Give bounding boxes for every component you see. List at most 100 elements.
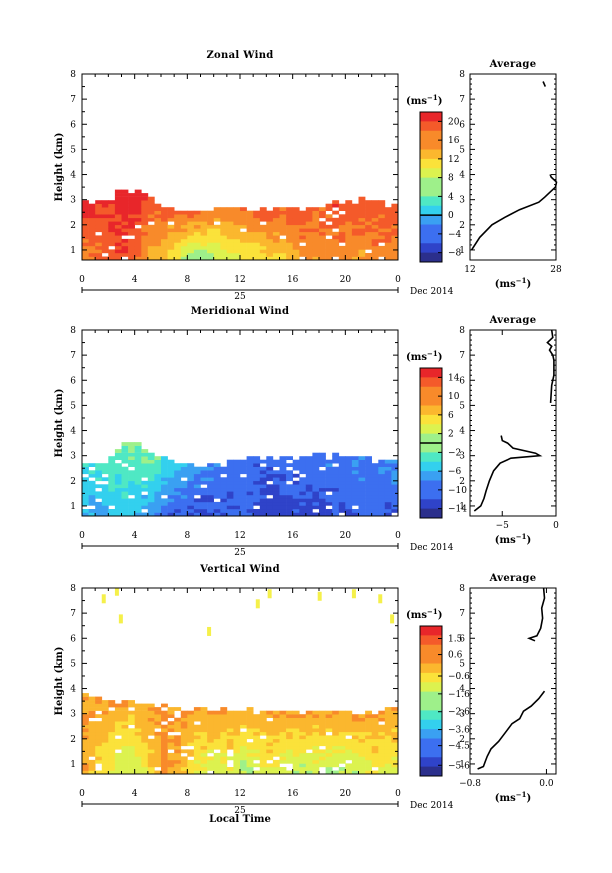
heatmap-cell: [128, 470, 135, 475]
heatmap-cell: [286, 238, 293, 243]
heatmap-cell: [325, 207, 333, 211]
heatmap-cell: [226, 738, 234, 743]
heatmap-cell: [305, 256, 313, 260]
colorbar-band: [420, 747, 442, 758]
heatmap-cell: [312, 498, 320, 503]
heatmap-cell: [272, 749, 280, 754]
y-tick-label: 5: [70, 145, 76, 155]
y-tick-label: 6: [70, 120, 76, 130]
heatmap-cell: [246, 710, 254, 715]
heatmap-cell: [319, 470, 326, 475]
heatmap-cell: [121, 456, 129, 460]
heatmap-cell: [154, 228, 162, 233]
heatmap-cell: [161, 703, 168, 708]
colorbar-tick-label: 0: [448, 211, 454, 221]
heatmap-cell: [128, 509, 135, 513]
heatmap-cell: [108, 221, 116, 226]
heatmap-cell: [88, 249, 96, 254]
date-label: Dec 2014: [410, 543, 454, 553]
heatmap-cell: [325, 738, 333, 743]
heatmap-cell: [325, 231, 333, 236]
heatmap-cell: [128, 456, 135, 460]
heatmap-cell: [286, 714, 293, 718]
heatmap-cell: [101, 491, 109, 496]
x-tick-label: 8: [184, 275, 190, 285]
heatmap-cell: [378, 710, 386, 715]
heatmap-cell: [147, 480, 155, 485]
heatmap-cell: [213, 245, 221, 250]
heatmap-cell: [180, 728, 188, 733]
heatmap-cell: [240, 767, 247, 771]
heatmap-cell: [128, 491, 135, 496]
heatmap-cell: [193, 480, 201, 485]
heatmap-cell: [378, 728, 386, 733]
heatmap-cell: [286, 256, 293, 260]
heatmap-cell: [378, 763, 386, 768]
heatmap-cell: [332, 245, 340, 250]
heatmap-cell: [246, 242, 254, 247]
heatmap-cell: [187, 480, 195, 485]
heatmap-cell: [207, 224, 214, 229]
heatmap-cell: [332, 749, 340, 754]
heatmap-cell: [332, 484, 340, 489]
x-tick-label: 12: [234, 531, 245, 541]
heatmap-cell: [299, 491, 307, 496]
heatmap-cell: [134, 242, 142, 247]
heatmap-cell: [358, 253, 366, 257]
heatmap-cell: [365, 256, 372, 260]
heatmap-cell: [305, 487, 313, 492]
heatmap-cell: [259, 745, 267, 750]
heatmap-cell: [351, 221, 359, 226]
heatmap-cell: [371, 509, 379, 513]
heatmap-cell: [88, 703, 96, 708]
heatmap-cell: [299, 480, 307, 485]
heatmap-cell: [82, 494, 89, 499]
heatmap-cell: [128, 452, 135, 457]
heatmap-cell: [371, 717, 379, 722]
date-label: Dec 2014: [410, 287, 454, 297]
heatmap-cell: [391, 710, 398, 715]
heatmap-cell: [108, 459, 116, 464]
heatmap-cell: [95, 217, 103, 222]
heatmap-cell: [338, 224, 346, 229]
average-title: Average: [489, 59, 537, 70]
heatmap-cell: [272, 256, 280, 260]
heatmap-cell: [325, 721, 333, 725]
heatmap-cell: [384, 770, 392, 774]
heatmap-cell: [312, 245, 320, 250]
heatmap-cell: [134, 728, 142, 733]
heatmap-cell: [187, 494, 195, 499]
heatmap-cell: [325, 480, 333, 485]
heatmap-cell: [312, 214, 320, 219]
heatmap-cell: [128, 480, 135, 485]
heatmap-cell: [193, 724, 201, 729]
heatmap-cell: [167, 710, 175, 715]
heatmap-cell: [128, 498, 135, 503]
heatmap-cell: [351, 463, 359, 467]
heatmap-cell: [154, 509, 162, 513]
heatmap-cell: [121, 484, 129, 489]
heatmap-cell: [371, 770, 379, 774]
heatmap-cell: [351, 494, 359, 499]
heatmap-cell: [207, 477, 214, 482]
heatmap-cell: [220, 228, 228, 233]
heatmap-cell: [88, 696, 96, 701]
heatmap-cell: [384, 756, 392, 761]
heatmap-cell: [101, 466, 109, 471]
heatmap-cell: [154, 256, 162, 260]
heatmap-cell: [82, 498, 89, 503]
heatmap-cell: [180, 770, 188, 774]
heatmap-cell: [246, 487, 254, 492]
heatmap-cell: [345, 207, 353, 211]
heatmap-cell: [299, 221, 307, 226]
heatmap-cell: [141, 735, 149, 740]
heatmap-cell: [365, 710, 372, 715]
x-tick-label: 8: [184, 789, 190, 799]
heatmap-cell: [312, 767, 320, 771]
heatmap-cell: [174, 494, 182, 499]
heatmap-cell: [220, 738, 228, 743]
avg-unit-label: (ms−1): [495, 276, 531, 290]
heatmap-cell: [378, 207, 386, 211]
heatmap-cell: [351, 498, 359, 503]
heatmap-cell: [147, 756, 155, 761]
